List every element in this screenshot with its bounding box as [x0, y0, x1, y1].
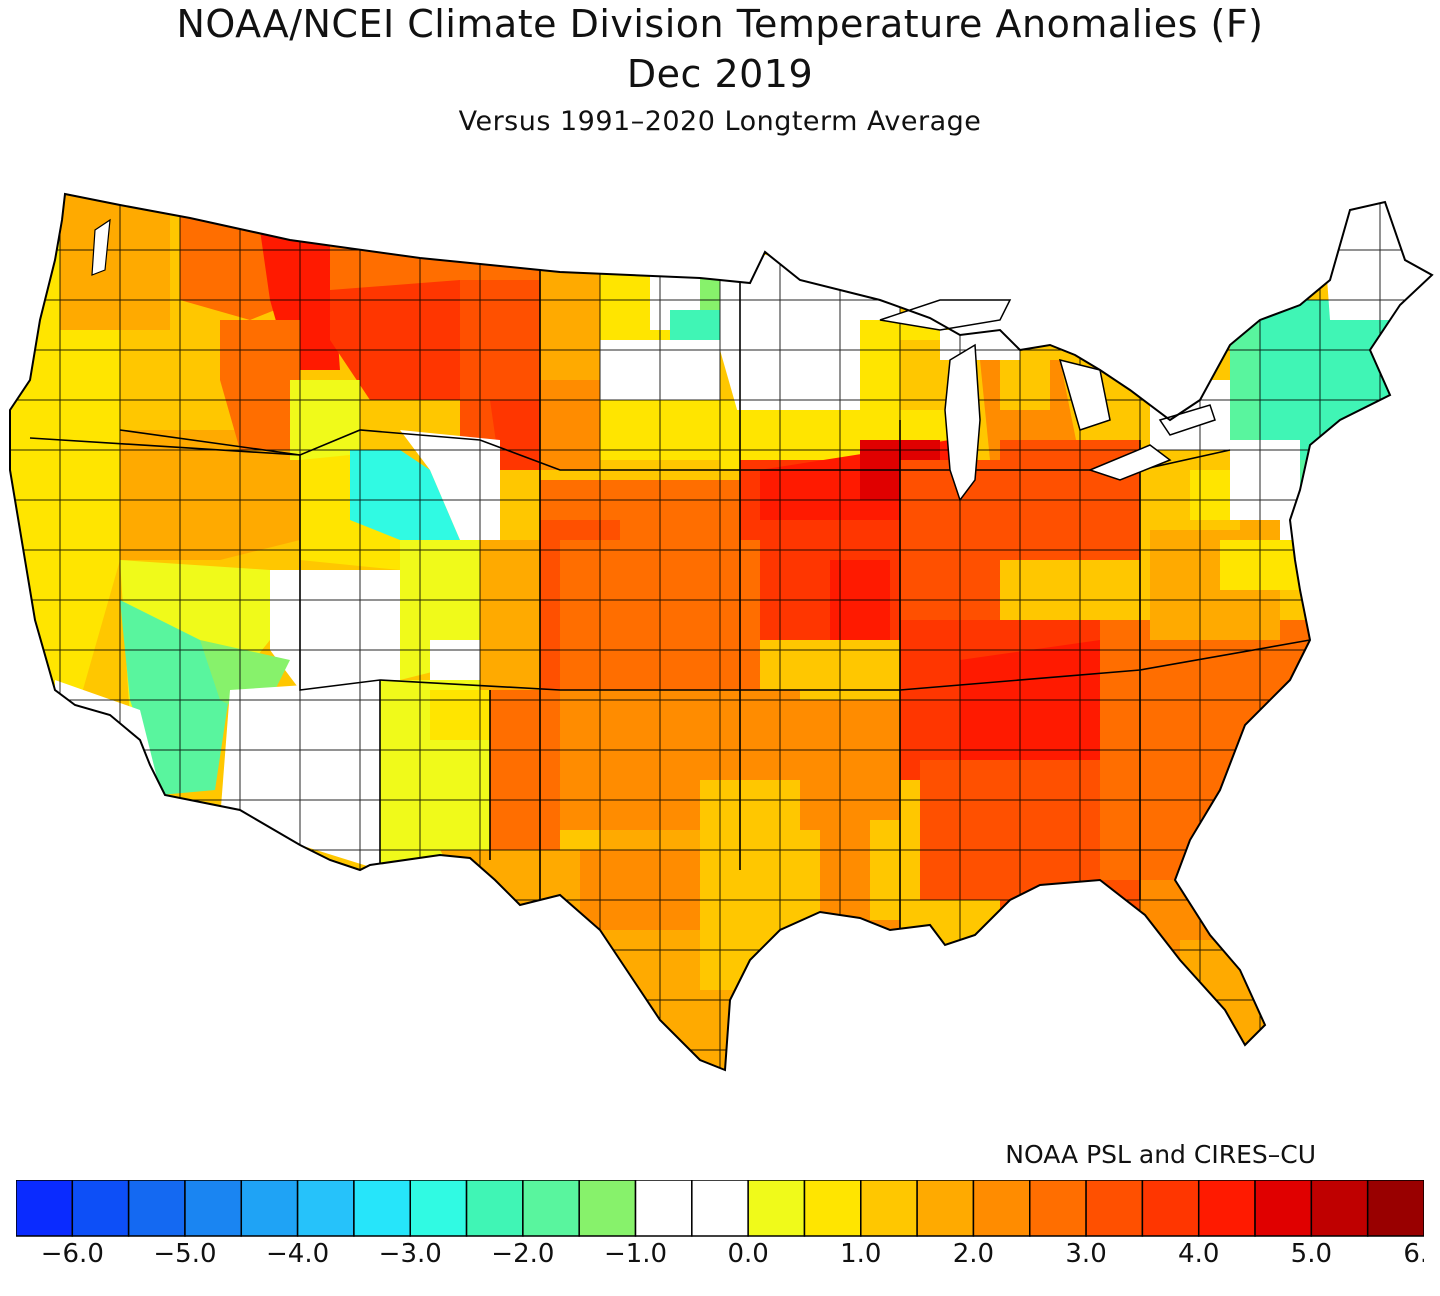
- color-bar-swatch: [522, 1180, 580, 1237]
- color-bar-swatch: [691, 1180, 749, 1237]
- color-bar-swatch: [1366, 1180, 1424, 1237]
- color-bar-tick-label: 6.0: [1403, 1239, 1424, 1264]
- map-period: Dec 2019: [626, 52, 814, 96]
- color-bar-tick-label: −6.0: [41, 1239, 104, 1264]
- color-bar-swatch: [634, 1180, 693, 1237]
- color-bar-tick-label: −3.0: [379, 1239, 442, 1264]
- color-bar-swatch: [71, 1180, 130, 1237]
- color-bar-swatch: [1254, 1180, 1313, 1237]
- color-bar-swatch: [747, 1180, 806, 1237]
- color-bar: −6.0 −5.0 −4.0 −3.0 −2.0 −1.0 0.0 1.0 2.0 3.0 4.0 5…: [16, 1180, 1424, 1264]
- color-bar-tick-label: −1.0: [604, 1239, 667, 1264]
- color-bar-tick-label: −4.0: [266, 1239, 329, 1264]
- color-bar-swatch: [240, 1180, 299, 1237]
- color-bar-swatch: [353, 1180, 411, 1237]
- color-bar-swatch: [1197, 1180, 1256, 1237]
- color-bar-swatch: [972, 1180, 1031, 1237]
- map-title: NOAA/NCEI Climate Division Temperature A…: [176, 2, 1264, 46]
- us-climate-division-map: [9, 193, 1433, 1071]
- color-bar-swatch: [409, 1180, 468, 1237]
- color-bar-swatch: [184, 1180, 243, 1237]
- color-bar-swatch: [1085, 1180, 1144, 1237]
- color-bar-swatch: [127, 1180, 186, 1237]
- color-bar-swatch: [1029, 1180, 1087, 1237]
- color-bar-tick-label: −2.0: [491, 1239, 554, 1264]
- color-bar-swatch: [578, 1180, 637, 1237]
- color-bar-tick-label: 1.0: [840, 1239, 881, 1264]
- color-bar-swatch: [803, 1180, 862, 1237]
- color-bar-swatch: [1141, 1180, 1200, 1237]
- color-bar-swatch: [860, 1180, 918, 1237]
- color-bar-swatch: [16, 1180, 74, 1237]
- color-bar-tick-label: −5.0: [153, 1239, 216, 1264]
- map-subtitle: Versus 1991–2020 Longterm Average: [458, 106, 982, 137]
- color-bar-swatch: [1310, 1180, 1369, 1237]
- color-bar-swatch: [296, 1180, 355, 1237]
- color-bar-tick-label: 2.0: [953, 1239, 994, 1264]
- color-bar-tick-label: 5.0: [1291, 1239, 1332, 1264]
- color-bar-tick-label: 0.0: [727, 1239, 768, 1264]
- color-bar-swatch: [465, 1180, 524, 1237]
- credit-label: NOAA PSL and CIRES–CU: [1005, 1140, 1316, 1169]
- color-bar-tick-label: 3.0: [1065, 1239, 1106, 1264]
- color-bar-tick-label: 4.0: [1178, 1239, 1219, 1264]
- color-bar-swatch: [916, 1180, 975, 1237]
